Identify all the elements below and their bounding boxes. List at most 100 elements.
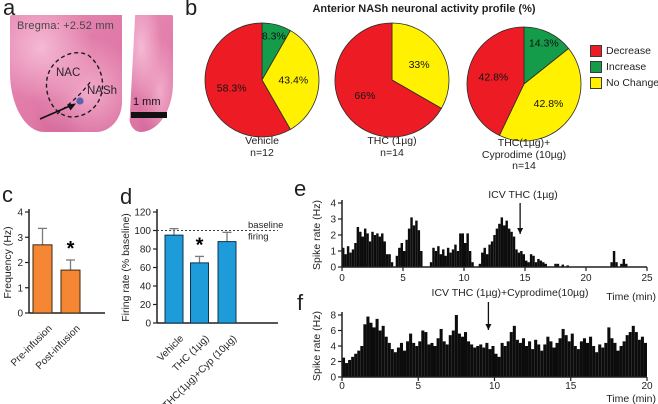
- pie-slice-label: 43.4%: [278, 75, 308, 87]
- scale-bar: [131, 112, 167, 118]
- y-tick-label: 0: [330, 373, 336, 384]
- spike-bar: [376, 233, 379, 267]
- nash-region-label: NASh: [87, 85, 118, 97]
- spike-bar: [383, 241, 386, 267]
- y-tick-label: 6: [330, 326, 336, 337]
- spike-histogram-thc: 0 1 2 3 4 0 5 10 15 20 25 Spike rate (Hz) Time (min)…: [311, 189, 656, 303]
- spike-bar: [393, 352, 397, 377]
- spike-bar: [561, 264, 565, 267]
- spike-bar: [520, 251, 523, 267]
- spike-bar: [439, 328, 443, 377]
- spike-bar: [371, 231, 374, 267]
- spike-bar: [521, 338, 525, 377]
- y-tick-label: 8: [330, 311, 336, 322]
- spike-bar: [357, 350, 361, 377]
- spike-bar: [576, 349, 580, 377]
- spike-bar: [622, 259, 626, 267]
- nac-outline-overlay: [39, 52, 104, 120]
- spike-bar: [534, 339, 538, 377]
- spike-bar: [432, 247, 435, 267]
- panel-d-label: d: [120, 184, 133, 209]
- pie-caption-line: Vehicle: [245, 135, 279, 147]
- arrow-icon: [39, 104, 72, 120]
- legend-swatch-icon: [590, 61, 602, 73]
- pie-slice-label: 42.8%: [534, 98, 564, 110]
- spike-bar: [470, 344, 474, 377]
- y-tick-label: 0: [330, 263, 336, 274]
- spike-bar: [369, 322, 373, 377]
- spike-bar: [532, 255, 535, 267]
- spike-bar: [429, 262, 433, 267]
- y-tick-label: 1: [17, 283, 23, 294]
- spike-bar: [610, 262, 613, 267]
- spike-bar: [471, 262, 474, 267]
- spike-bar: [612, 251, 616, 267]
- spike-bar: [459, 233, 462, 267]
- spike-bar: [421, 330, 425, 377]
- spike-bar: [418, 341, 422, 377]
- pie-slice-label: 14.3%: [529, 37, 559, 49]
- spike-bar: [607, 327, 611, 377]
- spike-bar: [493, 235, 496, 267]
- pie-slice-label: 58.3%: [217, 83, 247, 95]
- spike-bar: [628, 332, 632, 377]
- spike-bar: [363, 228, 367, 267]
- spike-bar: [643, 342, 647, 377]
- significance-asterisk: *: [196, 234, 204, 256]
- spike-bar: [525, 260, 528, 267]
- spike-bar: [500, 217, 504, 267]
- spike-bar: [390, 349, 394, 377]
- spike-bar: [515, 339, 519, 377]
- panel-b-label: b: [185, 0, 198, 20]
- spike-bar: [476, 346, 480, 377]
- nac-dashed-outline: [45, 52, 104, 118]
- baseline-label: baseline: [248, 220, 283, 231]
- y-tick-label: 2: [330, 231, 336, 242]
- x-tick-label: 5: [400, 273, 406, 284]
- spike-bar: [505, 220, 508, 267]
- spike-bar: [490, 241, 494, 267]
- y-tick-label: 4: [330, 199, 336, 210]
- spike-bar: [461, 233, 464, 267]
- spike-bar: [424, 332, 428, 377]
- y-tick-label: 4: [330, 342, 336, 353]
- spike-bar: [592, 346, 596, 377]
- spike-bar: [512, 325, 516, 377]
- spike-bar: [529, 254, 533, 267]
- legend-swatch-icon: [590, 45, 602, 57]
- spike-bar: [552, 347, 556, 377]
- pie-legend: Decrease Increase No Change: [590, 45, 658, 93]
- spike-bar: [555, 342, 559, 377]
- panel-e-label: e: [294, 176, 307, 201]
- panel-a-label: a: [3, 0, 16, 20]
- x-tick-label: 0: [339, 381, 345, 392]
- spike-bar: [500, 342, 504, 377]
- spike-bar: [503, 225, 506, 267]
- spike-bar: [345, 363, 349, 377]
- y-axis-label: Frequency (Hz): [2, 226, 14, 298]
- spike-bar: [466, 233, 469, 267]
- spike-bar: [503, 346, 507, 377]
- spike-bar: [478, 263, 482, 267]
- bar: [164, 234, 184, 324]
- spike-bar: [615, 262, 618, 267]
- y-tick-label: 2: [330, 357, 336, 368]
- spike-bar: [372, 327, 376, 377]
- spike-bar: [412, 225, 416, 267]
- spike-bar: [388, 254, 391, 267]
- spike-bar: [368, 241, 372, 267]
- spike-bar: [598, 344, 602, 377]
- y-tick-label: 3: [330, 215, 336, 226]
- spike-bar: [359, 231, 362, 267]
- spike-bar: [539, 260, 543, 267]
- spike-bar: [573, 346, 577, 377]
- x-tick-label: 10: [458, 273, 470, 284]
- y-axis-label: Spike rate (Hz): [311, 311, 323, 381]
- panel-c-label: c: [2, 182, 13, 207]
- spike-bar: [363, 324, 367, 377]
- injection-site-marker: [76, 97, 84, 105]
- y-tick-label: 40: [140, 282, 152, 293]
- legend-label: No Change: [606, 77, 658, 89]
- pie-slice-label: 66%: [354, 90, 375, 102]
- spike-bar: [468, 251, 472, 267]
